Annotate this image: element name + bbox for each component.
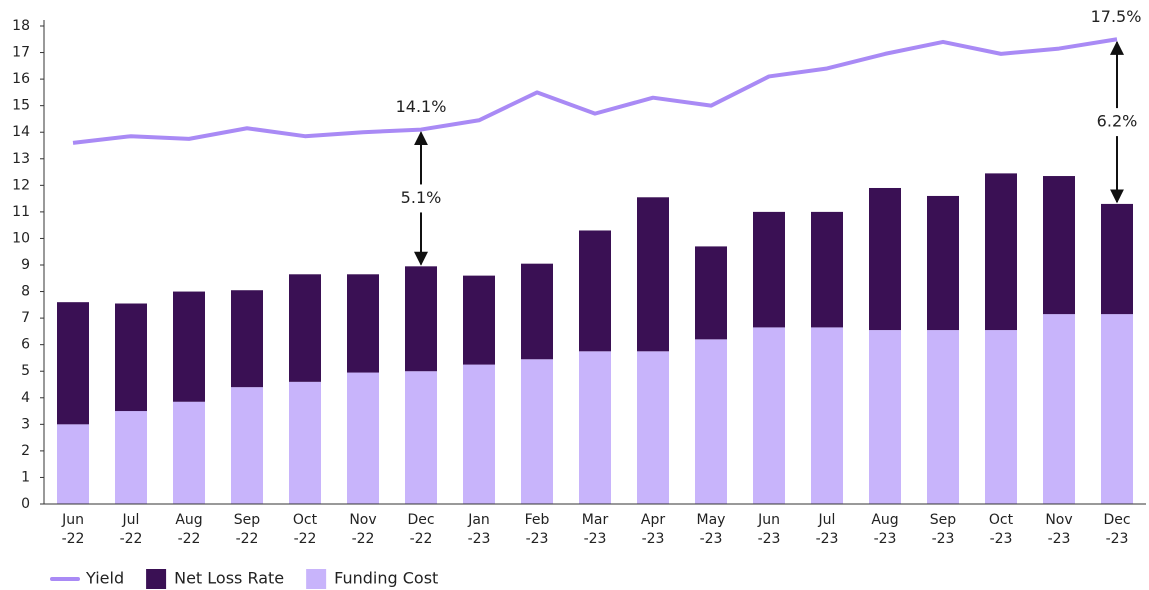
bar [927,195,959,331]
bar [869,187,901,331]
bar [173,401,205,504]
x-tick-label: Apr -23 [641,512,665,547]
x-tick-label: Sep -22 [234,512,261,547]
bar [579,351,611,504]
y-tick-label: 4 [21,390,30,406]
x-tick-label: Aug -23 [871,512,898,547]
x-tick-label: Nov -22 [349,512,376,547]
bar [405,371,437,504]
y-tick-label: 16 [12,71,30,87]
bar [1101,314,1133,504]
y-tick-label: 9 [21,257,30,273]
x-tick-label: Oct -22 [293,512,318,547]
bar [811,327,843,504]
legend-label: Yield [85,569,124,588]
bar [115,411,147,504]
y-tick-label: 13 [12,151,30,167]
line-series [72,37,1118,145]
x-tick-label: Jan -23 [467,512,490,547]
bar [347,274,379,373]
x-tick-label: Jun -23 [757,512,780,547]
y-tick-label: 6 [21,337,30,353]
x-tick-label: Jul -22 [120,512,143,547]
bar [811,211,843,328]
bar [405,266,437,372]
bar [521,263,553,360]
x-tick-label: Mar -23 [582,512,609,547]
y-tick-label: 11 [12,204,30,220]
annotation: 6.2% [1097,112,1138,131]
x-tick-label: Feb -23 [525,512,550,547]
bar [1101,203,1133,315]
x-tick-label: Dec -22 [407,512,434,547]
y-tick-label: 3 [21,416,30,432]
bar [985,173,1017,331]
x-tick-label: Jul -23 [816,512,839,547]
annotation: 5.1% [401,188,442,207]
bar [637,197,669,352]
bar [521,359,553,504]
bar [1043,176,1075,315]
bar [347,372,379,504]
bar [985,330,1017,504]
y-tick-label: 8 [21,284,30,300]
bar [57,424,89,504]
bar [231,290,263,388]
bar [869,330,901,504]
legend-swatch [306,569,327,589]
bar [463,275,495,365]
y-tick-label: 10 [12,230,30,246]
value-label: 17.5% [1091,7,1142,26]
y-tick-label: 18 [12,18,30,34]
y-tick-label: 17 [12,45,30,61]
x-tick-label: May -23 [697,512,726,547]
y-tick-label: 1 [21,469,30,485]
y-tick-label: 15 [12,98,30,114]
bar [463,364,495,504]
legend-label: Net Loss Rate [174,569,284,588]
bar [579,230,611,352]
bar [1043,314,1075,504]
bar [695,339,727,504]
y-tick-label: 0 [21,496,30,512]
y-tick-label: 12 [12,177,30,193]
x-tick-label: Nov -23 [1045,512,1072,547]
bar [231,387,263,504]
bar [289,381,321,504]
bar [753,211,785,328]
bar [115,303,147,412]
bar [173,291,205,402]
bar [753,327,785,504]
x-tick-label: Oct -23 [989,512,1014,547]
y-tick-label: 2 [21,443,30,459]
x-tick-label: Sep -23 [930,512,957,547]
y-tick-label: 14 [12,124,30,140]
bar [57,302,89,425]
y-tick-label: 5 [21,363,30,379]
value-label: 14.1% [396,97,447,116]
bar [289,274,321,382]
x-tick-label: Dec -23 [1103,512,1130,547]
x-tick-label: Aug -22 [175,512,202,547]
bar [637,351,669,504]
bar [927,330,959,504]
y-tick-label: 7 [21,310,30,326]
legend-swatch [146,569,167,589]
legend-label: Funding Cost [334,569,438,588]
bar [695,246,727,340]
x-tick-label: Jun -22 [61,512,84,547]
